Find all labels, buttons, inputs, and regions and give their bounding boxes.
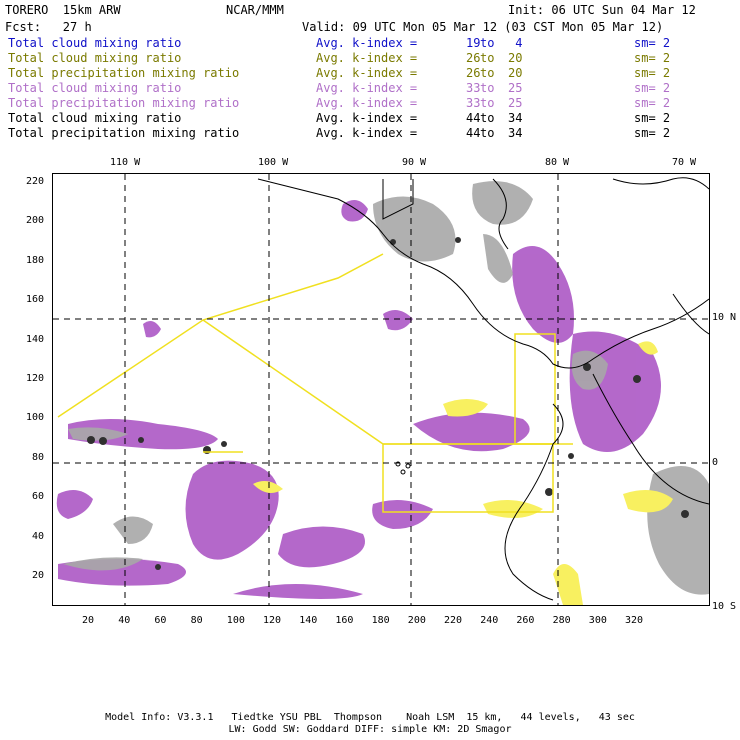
legend-smoothing: sm= 2 [634, 36, 671, 50]
y-tick-label: 20 [32, 570, 45, 581]
legend-range-end: 20 [508, 51, 523, 65]
x-tick-label: 80 [190, 615, 203, 626]
legend-range-to: to [480, 111, 495, 125]
x-tick-label: 120 [263, 615, 282, 626]
init-time: Init: 06 UTC Sun 04 Mar 12 [508, 3, 696, 17]
x-tick-label: 160 [335, 615, 354, 626]
legend-kindex: Avg. k-index = [316, 126, 418, 140]
legend-range-end: 25 [508, 96, 523, 110]
legend-smoothing: sm= 2 [634, 96, 671, 110]
graticule [53, 174, 709, 605]
x-tick-label: 20 [82, 615, 95, 626]
legend-field: Total precipitation mixing ratio [8, 96, 240, 110]
legend-range-start: 19 [466, 36, 481, 50]
map-panel [52, 173, 710, 606]
legend-kindex: Avg. k-index = [316, 36, 418, 50]
x-tick-label: 60 [154, 615, 167, 626]
legend-range-end: 34 [508, 126, 523, 140]
valid-time: Valid: 09 UTC Mon 05 Mar 12 (03 CST Mon … [302, 20, 664, 34]
legend-kindex: Avg. k-index = [316, 81, 418, 95]
legend-range-to: to [480, 96, 495, 110]
legend-range-start: 44 [466, 111, 481, 125]
purple-areas [56, 200, 661, 599]
legend-smoothing: sm= 2 [634, 66, 671, 80]
longitude-label: 70 W [672, 157, 697, 168]
legend-range-end: 20 [508, 66, 523, 80]
x-tick-label: 300 [588, 615, 607, 626]
y-tick-label: 60 [32, 491, 45, 503]
center-title: NCAR/MMM [226, 3, 284, 17]
legend-range-end: 25 [508, 81, 523, 95]
x-tick-label: 320 [625, 615, 644, 626]
legend-range-start: 26 [466, 51, 481, 65]
legend-range-end: 34 [508, 111, 523, 125]
x-tick-label: 240 [480, 615, 499, 626]
coastlines [257, 177, 709, 601]
x-tick-label: 260 [516, 615, 535, 626]
legend-smoothing: sm= 2 [634, 81, 671, 95]
longitude-label: 110 W [110, 157, 141, 168]
latitude-label: 0 [712, 457, 719, 468]
x-tick-label: 200 [407, 615, 426, 626]
yellow-areas [253, 341, 673, 605]
legend-range-start: 33 [466, 81, 481, 95]
legend-field: Total cloud mixing ratio [8, 111, 182, 125]
legend-range-to: to [480, 126, 495, 140]
legend-range-start: 44 [466, 126, 481, 140]
domain-outlines [57, 253, 573, 513]
legend-kindex: Avg. k-index = [316, 66, 418, 80]
map-svg [53, 174, 709, 605]
legend-range-to: to [480, 81, 495, 95]
legend-range-to: to [480, 36, 495, 50]
model-info: Model Info: V3.3.1 Tiedtke YSU PBL Thomp… [105, 712, 635, 723]
x-tick-label: 220 [444, 615, 463, 626]
y-tick-label: 120 [26, 373, 45, 384]
legend-field: Total precipitation mixing ratio [8, 66, 240, 80]
x-tick-label: 100 [226, 615, 245, 626]
latitude-label: 10 S [712, 601, 737, 612]
legend-field: Total cloud mixing ratio [8, 81, 182, 95]
legend-range-end: 4 [508, 36, 523, 50]
physics-info: LW: Godd SW: Goddard DIFF: simple KM: 2D… [228, 724, 512, 735]
legend-range-start: 33 [466, 96, 481, 110]
legend-range-to: to [480, 66, 495, 80]
legend-field: Total cloud mixing ratio [8, 36, 182, 50]
forecast-hour: Fcst: 27 h [5, 20, 92, 34]
legend-field: Total precipitation mixing ratio [8, 126, 240, 140]
y-tick-label: 100 [26, 412, 45, 424]
y-tick-label: 140 [26, 333, 45, 345]
longitude-label: 90 W [402, 157, 427, 168]
model-title: TORERO 15km ARW [5, 3, 121, 17]
legend-smoothing: sm= 2 [634, 126, 671, 140]
x-tick-label: 140 [299, 615, 318, 626]
legend-kindex: Avg. k-index = [316, 51, 418, 65]
y-tick-label: 160 [26, 294, 45, 306]
legend-range-start: 26 [466, 66, 481, 80]
legend-smoothing: sm= 2 [634, 111, 671, 125]
y-tick-label: 220 [26, 176, 45, 187]
y-tick-label: 180 [26, 254, 45, 266]
y-tick-label: 200 [26, 215, 45, 227]
longitude-label: 80 W [545, 157, 570, 168]
legend-kindex: Avg. k-index = [316, 111, 418, 125]
y-tick-label: 80 [32, 451, 45, 463]
legend-smoothing: sm= 2 [634, 51, 671, 65]
x-tick-label: 180 [371, 615, 390, 626]
latitude-label: 10 N [712, 312, 737, 323]
x-tick-label: 280 [552, 615, 571, 626]
longitude-label: 100 W [258, 157, 289, 168]
y-tick-label: 40 [32, 530, 45, 542]
legend-field: Total cloud mixing ratio [8, 51, 182, 65]
legend-kindex: Avg. k-index = [316, 96, 418, 110]
x-tick-label: 40 [118, 615, 131, 626]
legend-range-to: to [480, 51, 495, 65]
